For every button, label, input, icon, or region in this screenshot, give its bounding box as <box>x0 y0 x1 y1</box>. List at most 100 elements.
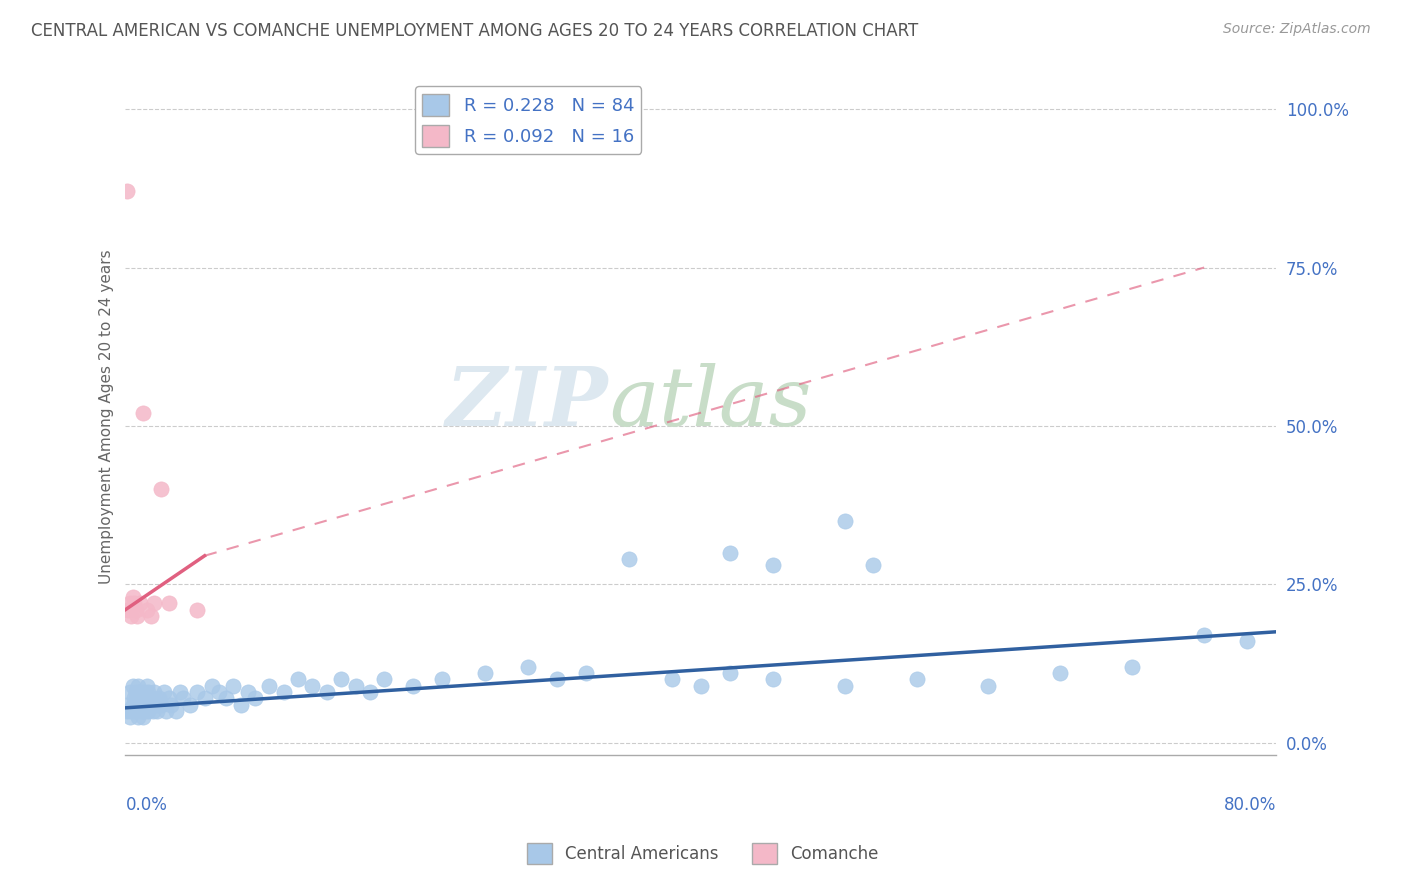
Point <box>222 679 245 693</box>
Point <box>273 685 295 699</box>
Point <box>208 685 231 699</box>
Point <box>157 596 180 610</box>
Point <box>136 698 159 712</box>
Point <box>136 679 159 693</box>
Point <box>862 558 884 573</box>
Text: 0.0%: 0.0% <box>125 796 167 814</box>
Point <box>117 698 139 712</box>
Point <box>150 698 173 712</box>
Point <box>718 546 741 560</box>
Point <box>118 685 141 699</box>
Point <box>617 552 640 566</box>
Point <box>118 596 141 610</box>
Point <box>169 685 191 699</box>
Point <box>128 698 150 712</box>
Y-axis label: Unemployment Among Ages 20 to 24 years: Unemployment Among Ages 20 to 24 years <box>100 249 114 583</box>
Point <box>127 679 149 693</box>
Point <box>132 406 155 420</box>
Text: ZIP: ZIP <box>446 363 609 442</box>
Text: CENTRAL AMERICAN VS COMANCHE UNEMPLOYMENT AMONG AGES 20 TO 24 YEARS CORRELATION : CENTRAL AMERICAN VS COMANCHE UNEMPLOYMEN… <box>31 22 918 40</box>
Point <box>172 691 194 706</box>
Point <box>125 609 148 624</box>
Point <box>153 685 176 699</box>
Point <box>575 665 598 680</box>
Point <box>135 691 157 706</box>
Point <box>834 679 856 693</box>
Point <box>136 602 159 616</box>
Point <box>517 659 540 673</box>
Point <box>124 602 146 616</box>
Point <box>134 704 156 718</box>
Point <box>1049 665 1071 680</box>
Point <box>122 691 145 706</box>
Point <box>762 558 785 573</box>
Point <box>287 673 309 687</box>
Point <box>430 673 453 687</box>
Point <box>373 673 395 687</box>
Point <box>330 673 353 687</box>
Point <box>121 679 143 693</box>
Point <box>124 698 146 712</box>
Point <box>243 691 266 706</box>
Point <box>194 691 217 706</box>
Point <box>141 609 163 624</box>
Point <box>474 665 496 680</box>
Point <box>661 673 683 687</box>
Point <box>160 698 183 712</box>
Point <box>834 514 856 528</box>
Point <box>125 691 148 706</box>
Point <box>977 679 1000 693</box>
Point <box>402 679 425 693</box>
Point <box>344 679 367 693</box>
Point <box>259 679 281 693</box>
Point <box>142 704 165 718</box>
Point <box>150 482 173 496</box>
Point <box>132 698 155 712</box>
Point <box>138 685 160 699</box>
Point <box>122 704 145 718</box>
Point <box>121 590 143 604</box>
Point <box>236 685 259 699</box>
Point <box>301 679 323 693</box>
Text: atlas: atlas <box>609 363 811 442</box>
Point <box>120 704 142 718</box>
Point <box>148 691 170 706</box>
Point <box>143 685 166 699</box>
Point <box>143 596 166 610</box>
Point <box>124 685 146 699</box>
Point <box>122 596 145 610</box>
Point <box>118 710 141 724</box>
Point <box>132 710 155 724</box>
Point <box>905 673 928 687</box>
Point <box>689 679 711 693</box>
Point <box>179 698 201 712</box>
Point <box>315 685 337 699</box>
Point <box>229 698 252 712</box>
Point <box>145 698 167 712</box>
Point <box>718 665 741 680</box>
Point <box>128 685 150 699</box>
Point <box>138 704 160 718</box>
Point <box>117 602 139 616</box>
Point <box>1121 659 1143 673</box>
Point <box>134 685 156 699</box>
Point <box>139 698 162 712</box>
Point <box>165 704 187 718</box>
Legend: R = 0.228   N = 84, R = 0.092   N = 16: R = 0.228 N = 84, R = 0.092 N = 16 <box>415 87 641 154</box>
Point <box>125 704 148 718</box>
Point <box>121 698 143 712</box>
Point <box>215 691 238 706</box>
Point <box>120 609 142 624</box>
Point <box>115 704 138 718</box>
Point <box>201 679 224 693</box>
Text: 80.0%: 80.0% <box>1223 796 1277 814</box>
Point <box>1192 628 1215 642</box>
Text: Source: ZipAtlas.com: Source: ZipAtlas.com <box>1223 22 1371 37</box>
Point <box>146 704 169 718</box>
Point <box>157 691 180 706</box>
Legend: Central Americans, Comanche: Central Americans, Comanche <box>520 837 886 871</box>
Point <box>359 685 381 699</box>
Point <box>129 704 152 718</box>
Point <box>186 685 208 699</box>
Point <box>762 673 785 687</box>
